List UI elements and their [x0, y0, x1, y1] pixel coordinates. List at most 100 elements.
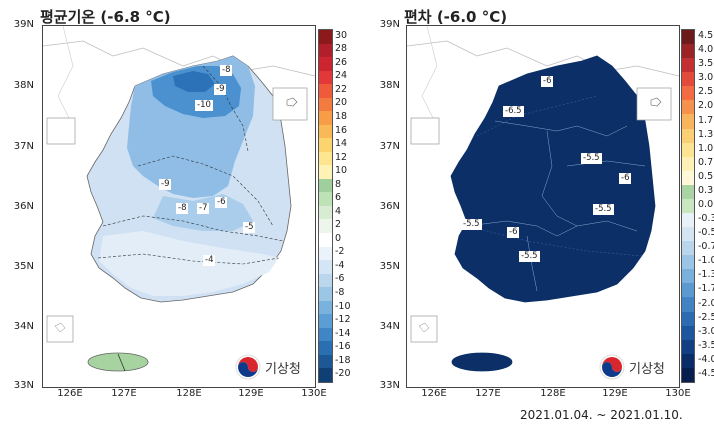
colorbar-label: -8 [335, 287, 345, 298]
colorbar-label: 30 [335, 29, 348, 41]
colorbar-label: 18 [335, 111, 348, 122]
colorbar-label: 16 [335, 124, 348, 136]
lon-label: 126E [57, 388, 83, 399]
colorbar-swatch [319, 138, 332, 152]
colorbar-swatch [682, 353, 694, 368]
colorbar-swatch [682, 114, 694, 129]
lon-label: 130E [301, 388, 327, 399]
colorbar-label: 22 [335, 83, 348, 95]
lat-label: 36N [379, 201, 400, 212]
lon-label: 129E [238, 388, 264, 399]
contour-label: -6 [507, 227, 520, 238]
lon-label: 128E [176, 388, 202, 399]
contour-label: -5 [243, 222, 256, 233]
contour-label: -5.5 [519, 251, 540, 262]
left-map: -8 -9 -10 -9 -8 -7 -6 -5 -4 기상청 [42, 25, 316, 388]
colorbar-label: 26 [335, 56, 348, 68]
lon-label: 126E [421, 388, 447, 399]
lat-label: 35N [13, 261, 34, 272]
kma-logo-text: 기상청 [629, 361, 665, 377]
kma-logo: 기상청 [599, 354, 665, 380]
colorbar-label: 1.7 [698, 114, 714, 126]
colorbar-swatch [682, 30, 694, 45]
colorbar-label: 0 [335, 232, 342, 244]
colorbar-label: 0.0 [698, 199, 714, 210]
lat-label: 38N [13, 80, 34, 91]
colorbar-swatch [319, 97, 332, 112]
colorbar-swatch [682, 241, 694, 256]
colorbar-swatch [319, 151, 332, 166]
jeju-island [87, 352, 149, 372]
colorbar-label: -3.5 [698, 339, 714, 351]
colorbar-label: 24 [335, 70, 348, 82]
province-boundary [541, 130, 578, 227]
colorbar-label: -12 [335, 314, 351, 326]
lat-label: 34N [13, 321, 34, 332]
colorbar-label: -14 [335, 327, 351, 339]
colorbar-label: 14 [335, 138, 348, 150]
colorbar-swatch [319, 341, 332, 355]
colorbar-label: -2.0 [698, 297, 714, 309]
colorbar-swatch [682, 367, 694, 382]
colorbar-label: -3.0 [698, 325, 714, 337]
colorbar-swatch [682, 255, 694, 270]
colorbar-swatch [319, 300, 332, 315]
colorbar-swatch [319, 314, 332, 328]
colorbar-swatch [682, 44, 694, 59]
land-south [450, 55, 656, 303]
lat-label: 33N [13, 380, 34, 391]
colorbar-swatch [682, 283, 694, 298]
colorbar-swatch [319, 354, 332, 369]
colorbar-swatch [682, 269, 694, 284]
colorbar-label: -1.3 [698, 269, 714, 281]
island-shape [418, 322, 430, 333]
colorbar-swatch [682, 128, 694, 143]
colorbar-label: 0.7 [698, 156, 714, 168]
colorbar-label: -2 [335, 246, 345, 258]
west-inset [46, 117, 76, 145]
colorbar-label: 3.0 [698, 72, 714, 84]
left-colorbar [318, 29, 333, 383]
contour-label: -5.5 [593, 204, 614, 215]
lon-label: 130E [665, 388, 691, 399]
province-boundary [566, 160, 646, 167]
colorbar-label: 20 [335, 97, 348, 109]
colorbar-swatch [682, 213, 694, 228]
contour-line [202, 65, 249, 152]
colorbar-swatch [682, 142, 694, 157]
contour-label: -8 [220, 65, 233, 76]
colorbar-swatch [319, 287, 332, 301]
contour-label: -6 [215, 197, 228, 208]
colorbar-swatch [319, 205, 332, 220]
jeju-island [451, 352, 513, 372]
contour-label: -9 [214, 84, 227, 95]
ulleungdo-shape [650, 97, 662, 107]
colorbar-swatch [319, 178, 332, 193]
lat-label: 38N [379, 80, 400, 91]
colorbar-swatch [319, 192, 332, 206]
colorbar-label: -10 [335, 300, 351, 312]
colorbar-swatch [319, 327, 332, 342]
contour-label: -6 [619, 173, 632, 184]
west-inset [410, 117, 440, 145]
colorbar-swatch [682, 227, 694, 242]
colorbar-label: -0.3 [698, 213, 714, 225]
colorbar-label: -20 [335, 368, 351, 380]
colorbar-label: 1.3 [698, 128, 714, 140]
colorbar-label: -4.0 [698, 353, 714, 365]
contour-label: -7 [197, 203, 210, 214]
contour-line [117, 353, 126, 372]
kma-logo-text: 기상청 [265, 361, 301, 377]
colorbar-swatch [319, 43, 332, 58]
island-shape [54, 322, 66, 333]
colorbar-label: 8 [335, 178, 342, 190]
colorbar-swatch [682, 86, 694, 101]
colorbar-label: 3.5 [698, 58, 714, 70]
contour-line [476, 95, 598, 137]
contour-label: -8 [176, 203, 189, 214]
right-map-svg [407, 26, 679, 372]
kma-logo-icon [235, 354, 261, 380]
coastline-west [421, 26, 438, 127]
band-warm [99, 231, 279, 296]
colorbar-label: 2.0 [698, 100, 714, 112]
